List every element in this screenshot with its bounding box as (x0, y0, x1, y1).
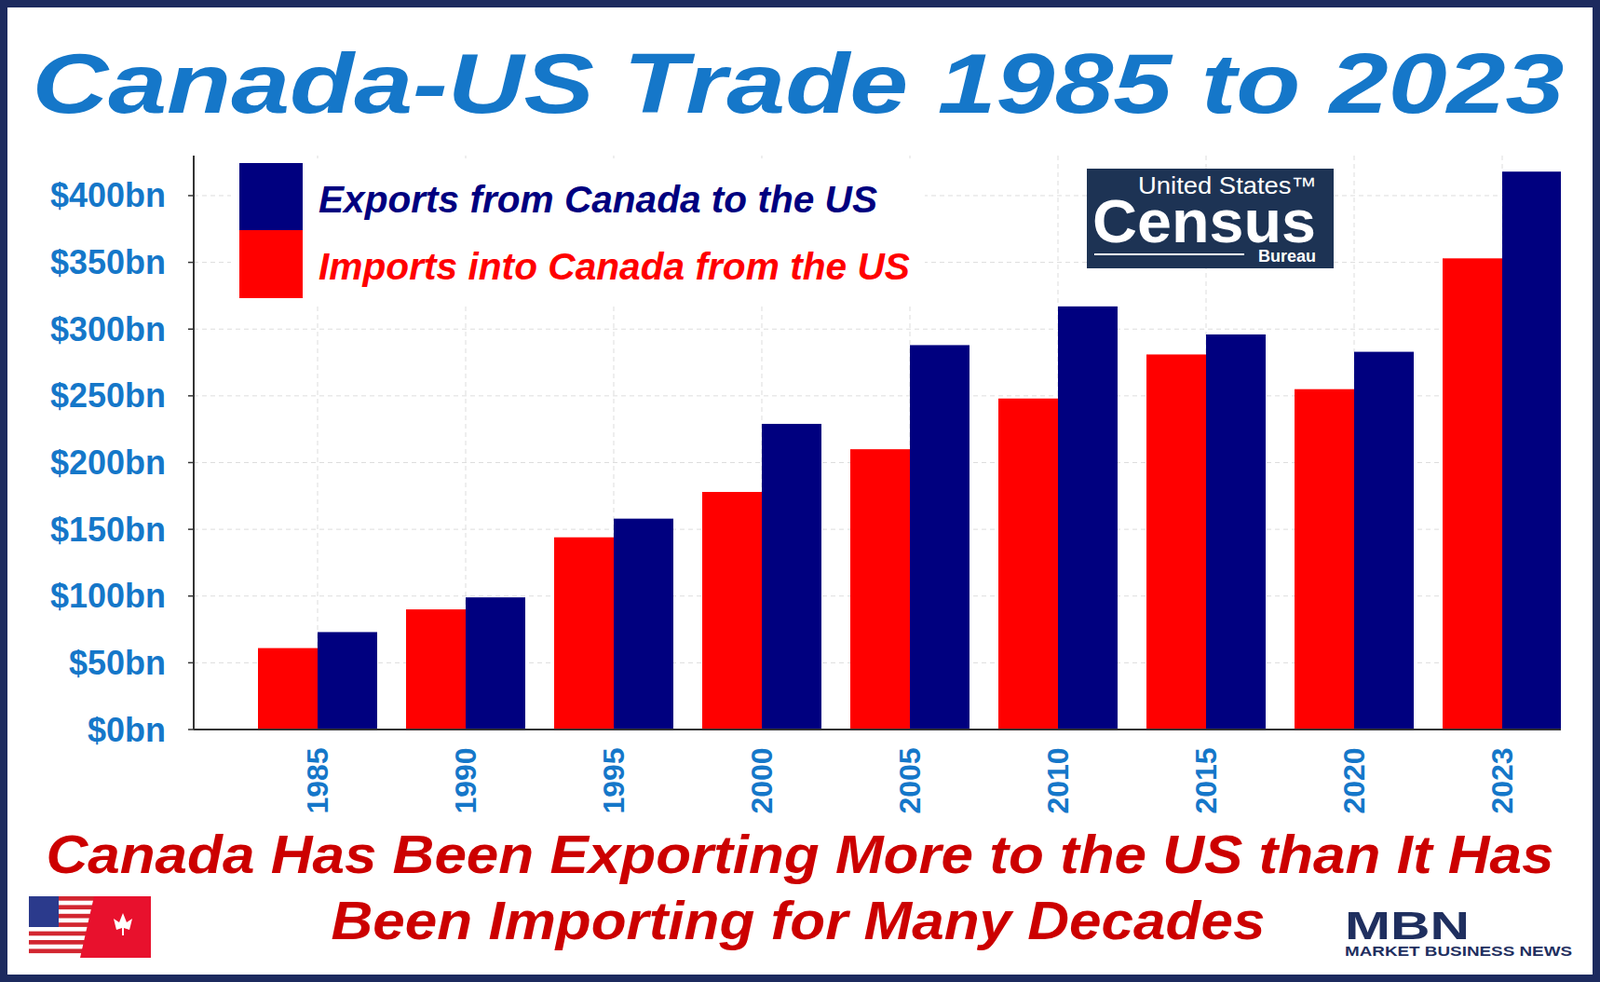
y-tick-label: $400bn (50, 176, 166, 215)
y-grid-line (193, 328, 1561, 330)
bar (554, 537, 614, 730)
bar (317, 631, 378, 730)
legend-background (230, 158, 925, 304)
bar (1442, 257, 1503, 730)
bars (257, 171, 1561, 730)
census-logo: United States™CensusBureau (1086, 168, 1334, 269)
y-tick-label: $100bn (50, 576, 166, 615)
bar (998, 398, 1058, 730)
legend-swatch (239, 162, 303, 231)
y-tick-label: $200bn (50, 443, 166, 482)
y-tick-label: $0bn (87, 710, 166, 749)
grid (193, 155, 1561, 730)
flag-stripe (28, 931, 95, 936)
bar (1354, 352, 1414, 730)
bar (1057, 306, 1118, 730)
y-tick-label: $150bn (50, 510, 166, 549)
census-logo-main: Census (1092, 188, 1316, 256)
chart: Canada-US Trade 1985 to 2023 $0bn $50bn $10… (0, 0, 1600, 982)
flag-icon (28, 895, 151, 958)
y-tick-label: $50bn (68, 643, 166, 682)
x-tick-label: 1995 (596, 746, 631, 814)
flag-canton (28, 895, 59, 927)
bar (702, 491, 762, 730)
x-tick-label: 2020 (1337, 746, 1371, 814)
bar (909, 344, 970, 730)
mbn-logo: MBNMARKET BUSINESS NEWS (1344, 903, 1573, 959)
caption: Canada Has Been Exporting More to the US… (46, 823, 1555, 884)
x-tick-label: 2023 (1485, 746, 1519, 814)
bar (850, 448, 910, 730)
x-tick-label: 1985 (300, 746, 335, 814)
flag-red-part (80, 895, 151, 958)
y-grid-line (193, 729, 1561, 731)
x-tick-label: 1990 (448, 746, 483, 814)
x-axis-line (193, 728, 1561, 731)
bar (1206, 334, 1266, 730)
y-tick-label: $300bn (50, 310, 166, 349)
bar (1502, 171, 1561, 730)
flag-background (28, 895, 151, 958)
legend-swatch (239, 230, 303, 299)
census-logo-rule (1094, 253, 1245, 256)
frame (3, 3, 1597, 978)
y-tick-label: $350bn (50, 243, 166, 282)
bar (406, 609, 466, 730)
census-logo-bottom: Bureau (1258, 246, 1316, 266)
legend-label: Exports from Canada to the US (318, 178, 878, 220)
mbn-logo-main: MBN (1344, 903, 1470, 948)
background (0, 0, 1600, 982)
bar (761, 423, 822, 730)
caption: Been Importing for Many Decades (331, 889, 1266, 950)
mbn-logo-sub: MARKET BUSINESS NEWS (1344, 943, 1573, 959)
bar (613, 518, 674, 730)
bar (257, 648, 318, 730)
bar (1294, 389, 1355, 730)
x-tick-label: 2015 (1189, 746, 1223, 814)
x-tick-label: 2005 (893, 746, 927, 814)
x-tick-label: 2010 (1041, 746, 1075, 814)
legend-label: Imports into Canada from the US (318, 245, 910, 287)
bar (1146, 353, 1207, 730)
flag-leaf (113, 912, 133, 936)
bar (465, 596, 526, 730)
y-axis-line (192, 155, 195, 730)
y-tick-label: $250bn (50, 376, 166, 415)
legend: Exports from Canada to the US Imports int… (230, 158, 925, 304)
x-tick-label: 2000 (745, 746, 779, 814)
census-logo-box (1086, 168, 1334, 269)
title: Canada-US Trade 1985 to 2023 (32, 37, 1565, 131)
